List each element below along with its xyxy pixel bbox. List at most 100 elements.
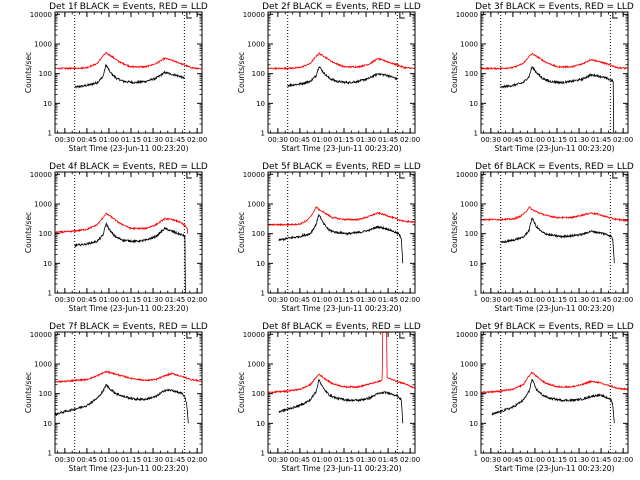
x-axis-label: Start Time (23-Jun-11 00:23:20) [282, 304, 402, 313]
y-tick-label: 1000 [247, 201, 265, 209]
y-tick-label: 100 [252, 390, 265, 398]
lld-series-line [55, 51, 202, 71]
panel-title: Det 3f BLACK = Events, RED = LLD [475, 2, 634, 12]
top-bracket-mark [186, 332, 192, 339]
y-tick-label: 10 [43, 260, 52, 268]
x-tick-label: 00:45 [290, 456, 310, 464]
x-tick-label: 02:00 [400, 456, 420, 464]
panel-title: Det 4f BLACK = Events, RED = LLD [49, 162, 208, 172]
panel-det-6: Det 6f BLACK = Events, RED = LLD 1 10 100 10… [450, 162, 634, 313]
x-tick-label: 01:45 [378, 136, 398, 144]
x-tick-label: 01:30 [143, 456, 163, 464]
plot-frame [54, 171, 203, 294]
y-tick-label: 100 [39, 390, 52, 398]
y-tick-label: 10 [256, 260, 265, 268]
x-tick-label: 01:30 [143, 296, 163, 304]
y-tick-label: 10 [469, 100, 478, 108]
x-tick-label: 01:15 [121, 456, 141, 464]
panel-det-8: Det 8f BLACK = Events, RED = LLD 1 10 100 10… [237, 322, 421, 473]
x-tick-label: 01:00 [525, 296, 545, 304]
x-axis-label: Start Time (23-Jun-11 00:23:20) [495, 464, 615, 473]
x-tick-label: 01:30 [569, 136, 589, 144]
y-axis-label: Counts/sec [237, 372, 246, 413]
lld-series-line [268, 332, 415, 394]
lld-series-line [481, 371, 628, 394]
x-tick-label: 01:30 [569, 296, 589, 304]
x-axis-label: Start Time (23-Jun-11 00:23:20) [495, 304, 615, 313]
panel-det-4: Det 4f BLACK = Events, RED = LLD 1 10 100 10… [24, 162, 208, 313]
x-tick-label: 01:45 [378, 296, 398, 304]
x-tick-label: 00:30 [481, 136, 501, 144]
panel-det-1: Det 1f BLACK = Events, RED = LLD 1 10 100 10… [24, 2, 208, 153]
y-tick-label: 10000 [30, 171, 52, 179]
y-tick-label: 10 [469, 260, 478, 268]
x-axis-label: Start Time (23-Jun-11 00:23:20) [69, 304, 189, 313]
x-tick-label: 01:00 [312, 456, 332, 464]
y-tick-label: 1000 [460, 41, 478, 49]
x-tick-label: 00:45 [77, 296, 97, 304]
plot-frame [480, 11, 629, 134]
x-tick-label: 00:45 [77, 456, 97, 464]
x-tick-label: 01:45 [378, 456, 398, 464]
x-tick-label: 00:30 [268, 456, 288, 464]
x-tick-label: 01:00 [99, 296, 119, 304]
panel-det-3: Det 3f BLACK = Events, RED = LLD 1 10 100 10… [450, 2, 634, 153]
panel-title: Det 5f BLACK = Events, RED = LLD [262, 162, 421, 172]
x-tick-label: 00:30 [481, 456, 501, 464]
x-tick-label: 00:45 [503, 136, 523, 144]
y-tick-label: 100 [39, 70, 52, 78]
y-tick-label: 100 [252, 230, 265, 238]
x-tick-label: 00:30 [481, 296, 501, 304]
y-axis-label: Counts/sec [450, 372, 459, 413]
x-tick-label: 02:00 [400, 136, 420, 144]
x-tick-label: 01:45 [591, 456, 611, 464]
plot-frame [54, 11, 203, 134]
x-tick-label: 02:00 [187, 456, 207, 464]
x-tick-label: 00:30 [55, 456, 75, 464]
y-tick-label: 1 [261, 290, 265, 298]
y-tick-label: 10 [256, 420, 265, 428]
panel-title: Det 6f BLACK = Events, RED = LLD [475, 162, 634, 172]
y-axis-label: Counts/sec [450, 52, 459, 93]
y-tick-label: 10000 [243, 11, 265, 19]
x-tick-label: 01:00 [99, 136, 119, 144]
top-bracket-mark [612, 172, 618, 179]
x-tick-label: 01:00 [312, 136, 332, 144]
panel-title: Det 2f BLACK = Events, RED = LLD [262, 2, 421, 12]
plot-frame [480, 171, 629, 294]
panel-det-7: Det 7f BLACK = Events, RED = LLD 1 10 100 10… [24, 322, 208, 473]
y-tick-label: 100 [252, 70, 265, 78]
y-tick-label: 10 [43, 420, 52, 428]
events-series-line [500, 66, 615, 133]
x-tick-label: 01:00 [99, 456, 119, 464]
panel-title: Det 8f BLACK = Events, RED = LLD [262, 322, 421, 332]
x-tick-label: 01:45 [165, 136, 185, 144]
top-bracket-mark [612, 12, 618, 19]
x-tick-label: 02:00 [187, 296, 207, 304]
x-tick-label: 01:30 [356, 456, 376, 464]
y-tick-label: 1 [261, 450, 265, 458]
y-tick-label: 1 [48, 450, 52, 458]
events-series-line [278, 213, 404, 264]
x-tick-label: 01:45 [591, 296, 611, 304]
top-bracket-mark [399, 12, 405, 19]
x-tick-label: 01:30 [356, 296, 376, 304]
x-tick-label: 01:15 [547, 136, 567, 144]
y-tick-label: 1000 [34, 361, 52, 369]
x-tick-label: 01:00 [525, 136, 545, 144]
x-tick-label: 00:45 [290, 136, 310, 144]
events-series-line [491, 378, 615, 424]
panel-det-9: Det 9f BLACK = Events, RED = LLD 1 10 100 10… [450, 322, 634, 473]
events-series-line [287, 66, 398, 88]
x-tick-label: 01:30 [356, 136, 376, 144]
x-tick-label: 01:15 [334, 136, 354, 144]
plot-frame [54, 331, 203, 454]
y-tick-label: 10000 [456, 171, 478, 179]
top-bracket-mark [186, 172, 192, 179]
top-bracket-mark [399, 172, 405, 179]
y-tick-label: 1000 [247, 41, 265, 49]
y-tick-label: 10 [43, 100, 52, 108]
y-tick-label: 1 [474, 130, 478, 138]
x-tick-label: 01:15 [121, 136, 141, 144]
